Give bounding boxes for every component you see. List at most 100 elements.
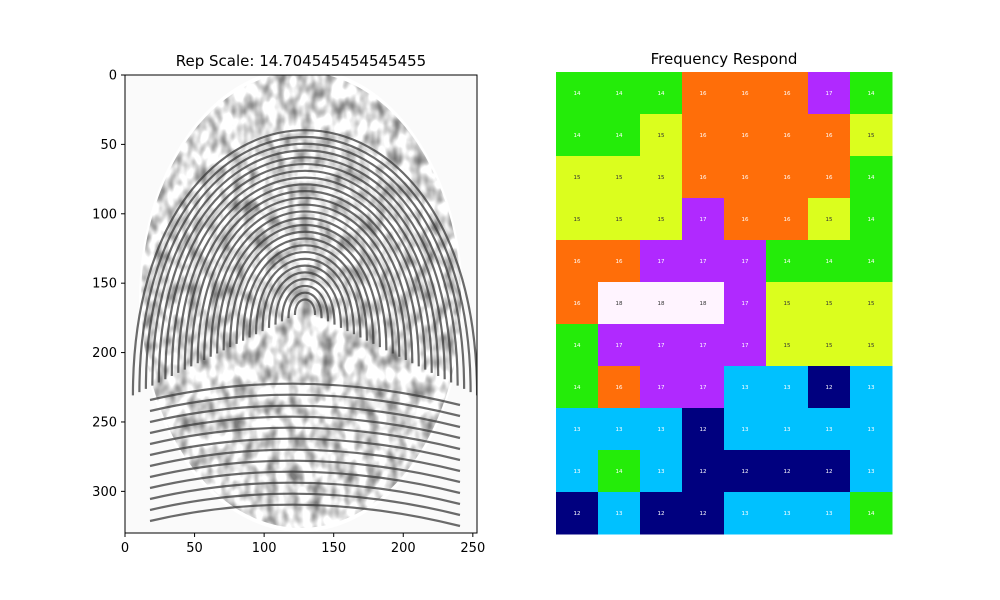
- cell-value-label: 15: [574, 217, 581, 223]
- cell-value-label: 14: [826, 259, 833, 265]
- cell-value-label: 12: [700, 427, 707, 433]
- cell-value-label: 17: [700, 385, 707, 391]
- cell-value-label: 17: [742, 259, 749, 265]
- heatmap-cell: [850, 324, 893, 367]
- cell-value-label: 16: [826, 133, 833, 139]
- heatmap-cell: [598, 492, 641, 535]
- heatmap-cell: [556, 408, 599, 451]
- heatmap-cell: [724, 240, 767, 283]
- heatmap-cell: [640, 198, 683, 241]
- heatmap-cell: [682, 492, 725, 535]
- heatmap-cell: [808, 240, 851, 283]
- cell-value-label: 17: [658, 343, 665, 349]
- cell-value-label: 16: [826, 175, 833, 181]
- heatmap-cell: [766, 72, 809, 115]
- heatmap-cell: [640, 72, 683, 115]
- cell-value-label: 18: [658, 301, 665, 307]
- y-tick-label: 250: [92, 415, 117, 430]
- heatmap-cell: [598, 240, 641, 283]
- cell-value-label: 15: [616, 217, 623, 223]
- heatmap-cell: [724, 72, 767, 115]
- cell-value-label: 15: [868, 343, 875, 349]
- cell-value-label: 14: [616, 133, 623, 139]
- cell-value-label: 14: [574, 91, 581, 97]
- cell-value-label: 13: [868, 385, 875, 391]
- cell-value-label: 13: [784, 385, 791, 391]
- cell-value-label: 16: [616, 259, 623, 265]
- heatmap-cell: [724, 408, 767, 451]
- heatmap-cell: [598, 408, 641, 451]
- heatmap-cell: [850, 408, 893, 451]
- fingerprint-panel: Rep Scale: 14.704545454545455 0 50 100 150 2…: [92, 52, 485, 556]
- heatmap-cell: [850, 72, 893, 115]
- heatmap-cell: [766, 114, 809, 157]
- heatmap-cell: [724, 282, 767, 325]
- heatmap-cell: [724, 324, 767, 367]
- cell-value-label: 16: [784, 175, 791, 181]
- heatmap-cell: [598, 114, 641, 157]
- cell-value-label: 12: [742, 469, 749, 475]
- heatmap-cell: [724, 450, 767, 493]
- x-tick-label: 200: [391, 541, 416, 556]
- heatmap-cell: [766, 408, 809, 451]
- heatmap-cell: [850, 492, 893, 535]
- ridge-line: [209, 210, 401, 357]
- heatmap-cell: [640, 492, 683, 535]
- cell-value-label: 15: [658, 133, 665, 139]
- heatmap-cell: [598, 156, 641, 199]
- x-tick-label: 50: [186, 541, 203, 556]
- ridge-line: [149, 382, 461, 407]
- ridge-line: [177, 176, 433, 373]
- cell-value-label: 15: [826, 343, 833, 349]
- ridge-line: [229, 230, 381, 348]
- ridge-line: [248, 251, 362, 338]
- heatmap-cell: [808, 492, 851, 535]
- heatmap-cell: [850, 114, 893, 157]
- cell-value-label: 16: [616, 385, 623, 391]
- cell-value-label: 16: [742, 217, 749, 223]
- heatmap-cell: [724, 156, 767, 199]
- heatmap-cell: [682, 156, 725, 199]
- x-tick-label: 0: [121, 541, 129, 556]
- fingerprint-title: Rep Scale: 14.704545454545455: [176, 52, 426, 70]
- ridge-line: [149, 448, 461, 473]
- ridge-line: [149, 415, 461, 440]
- cell-value-label: 14: [868, 511, 875, 517]
- cell-value-label: 16: [574, 259, 581, 265]
- heatmap-cell: [598, 324, 641, 367]
- cell-value-label: 13: [826, 427, 833, 433]
- ridge-line: [235, 237, 375, 344]
- cell-value-label: 17: [742, 343, 749, 349]
- heatmap-cell: [598, 450, 641, 493]
- cell-value-label: 12: [826, 385, 833, 391]
- heatmap-cell: [598, 72, 641, 115]
- cell-value-label: 14: [574, 133, 581, 139]
- y-tick-label: 50: [100, 138, 117, 153]
- heatmap-cell: [682, 198, 725, 241]
- heatmap-cell: [682, 72, 725, 115]
- x-tick-label: 250: [460, 541, 485, 556]
- ridge-line: [261, 264, 349, 332]
- cell-value-label: 15: [658, 175, 665, 181]
- ridge-line: [274, 278, 336, 325]
- cell-value-label: 15: [658, 217, 665, 223]
- heatmap-cell: [640, 366, 683, 409]
- heatmap-cell: [640, 450, 683, 493]
- y-tick-label: 150: [92, 277, 117, 292]
- heatmap-title: Frequency Respond: [651, 50, 798, 68]
- cell-value-label: 13: [742, 385, 749, 391]
- ridge-line: [138, 135, 472, 393]
- cell-value-label: 14: [868, 91, 875, 97]
- heatmap-cell: [808, 450, 851, 493]
- cell-value-label: 14: [616, 469, 623, 475]
- ridge-line: [287, 291, 323, 319]
- cell-value-label: 13: [868, 469, 875, 475]
- ridge-line: [241, 244, 369, 341]
- heatmap-cell: [682, 282, 725, 325]
- y-tick-label: 0: [109, 69, 117, 84]
- axes-frame: [124, 74, 478, 534]
- cell-value-label: 13: [574, 469, 581, 475]
- cell-value-label: 15: [826, 217, 833, 223]
- heatmap-cell: [682, 450, 725, 493]
- cell-value-label: 12: [658, 511, 665, 517]
